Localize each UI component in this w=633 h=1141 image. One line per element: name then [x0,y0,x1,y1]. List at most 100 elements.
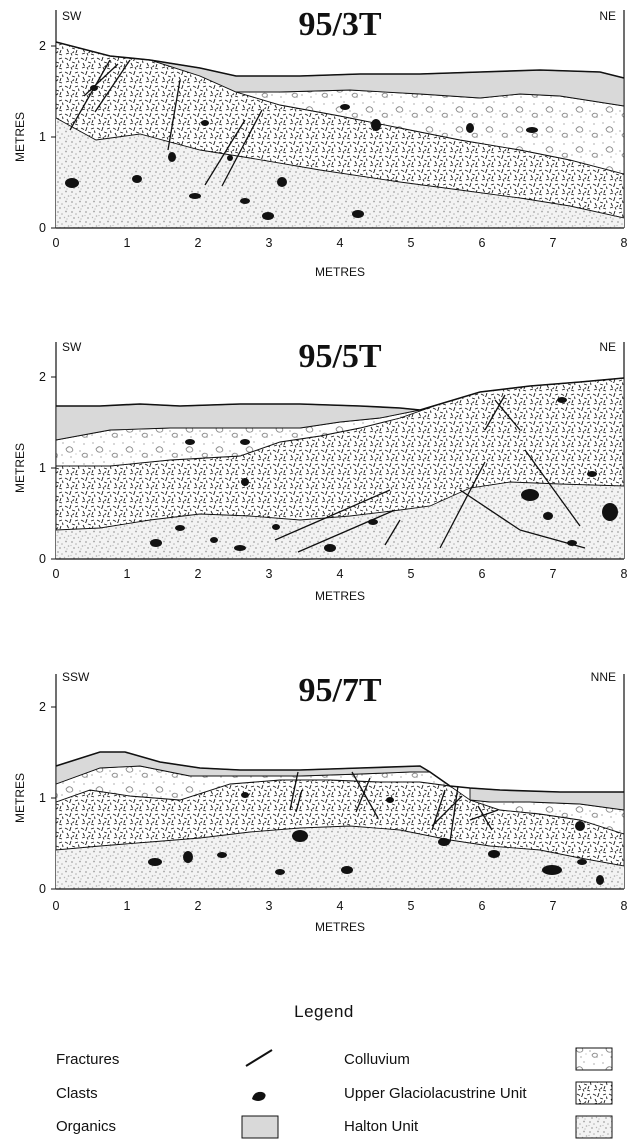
clast [241,478,249,486]
halton-swatch [575,1115,613,1139]
x-tick-label: 2 [195,899,202,913]
y-axis-label: METRES [13,443,27,493]
x-tick-label: 6 [479,567,486,581]
fracture [449,785,459,843]
fracture [355,777,371,813]
colluvium-swatch [575,1047,613,1071]
fracture [69,59,111,131]
x-axis-label: METRES [315,589,365,603]
halton-unit-layer [56,826,624,889]
ground-surface [56,377,625,411]
clast [542,865,562,875]
clast [602,503,618,521]
x-axis-label: METRES [315,265,365,279]
fracture [524,449,581,527]
clast [371,119,381,131]
ground-surface [55,41,625,79]
x-axis: 0 1 2 3 4 5 6 7 8 METRES [53,227,628,279]
clast [132,175,142,183]
legend-label-fractures: Fractures [56,1051,119,1068]
x-tick-label: 6 [479,236,486,250]
x-tick-label: 1 [124,236,131,250]
section-95-5T: 2 1 0 METRES [13,338,628,603]
x-tick-label: 8 [621,899,628,913]
clast [575,821,585,831]
fracture [83,63,119,97]
clast [526,127,538,133]
x-tick-label: 7 [550,899,557,913]
y-axis: 2 1 0 METRES [13,10,57,235]
clast [557,397,567,403]
legend-label-organics: Organics [56,1118,116,1135]
x-axis-label: METRES [315,920,365,934]
clast [488,850,500,858]
clast [324,544,336,552]
x-tick-label: 8 [621,567,628,581]
clast [227,155,233,161]
clast [201,120,209,126]
fracture [274,489,391,541]
x-tick-label: 0 [53,899,60,913]
clast-symbol [252,1091,266,1101]
clast [90,85,98,91]
fracture [167,79,181,151]
x-tick-label: 0 [53,567,60,581]
direction-left: SSW [62,670,90,684]
clasts [150,397,618,552]
y-axis-label: METRES [13,773,27,823]
fracture [384,519,401,546]
clast [183,851,193,863]
clasts [65,85,538,220]
x-tick-label: 2 [195,567,202,581]
clast [340,104,350,110]
clast [292,830,308,842]
y-axis-label: METRES [13,112,27,162]
clast [272,524,280,530]
legend-label-colluvium: Colluvium [344,1051,410,1068]
fracture [94,59,131,113]
ground-surface [55,751,624,793]
clast [577,859,587,865]
x-tick-label: 6 [479,899,486,913]
fracture [439,461,486,549]
fracture [297,509,396,553]
legend: Legend Fractures Clasts Organics Colluvi… [56,1002,613,1139]
clast [189,193,201,199]
y-tick-label: 0 [39,552,46,566]
clasts [148,792,604,885]
clast [438,838,450,846]
section-title: 95/7T [298,672,381,709]
clast [466,123,474,133]
clast [240,439,250,445]
y-tick-label: 1 [39,791,46,805]
fracture [431,795,463,827]
x-tick-label: 7 [550,236,557,250]
x-axis: 0 1 2 3 4 5 6 7 8 METRES [53,558,628,603]
section-95-7T: 2 1 0 METRES [13,670,628,934]
direction-left: SW [62,9,82,23]
upper-glaciolacustrine-swatch [575,1081,613,1105]
y-axis: 2 1 0 METRES [13,674,57,896]
x-tick-label: 5 [408,236,415,250]
clast [341,866,353,874]
clast [352,210,364,218]
direction-right: NNE [591,670,616,684]
y-tick-label: 0 [39,221,46,235]
fracture [459,489,521,531]
fracture-symbol [245,1049,273,1067]
clast [217,852,227,858]
clast [386,797,394,803]
clast [368,519,378,525]
x-tick-label: 3 [266,899,273,913]
clast [567,540,577,546]
x-tick-label: 8 [621,236,628,250]
fracture [351,771,379,819]
clast [65,178,79,188]
y-tick-label: 2 [39,39,46,53]
x-tick-label: 5 [408,899,415,913]
clast [275,869,285,875]
legend-label-halton: Halton Unit [344,1118,419,1135]
x-axis: 0 1 2 3 4 5 6 7 8 METRES [53,888,628,934]
fracture [484,394,506,431]
y-tick-label: 2 [39,700,46,714]
